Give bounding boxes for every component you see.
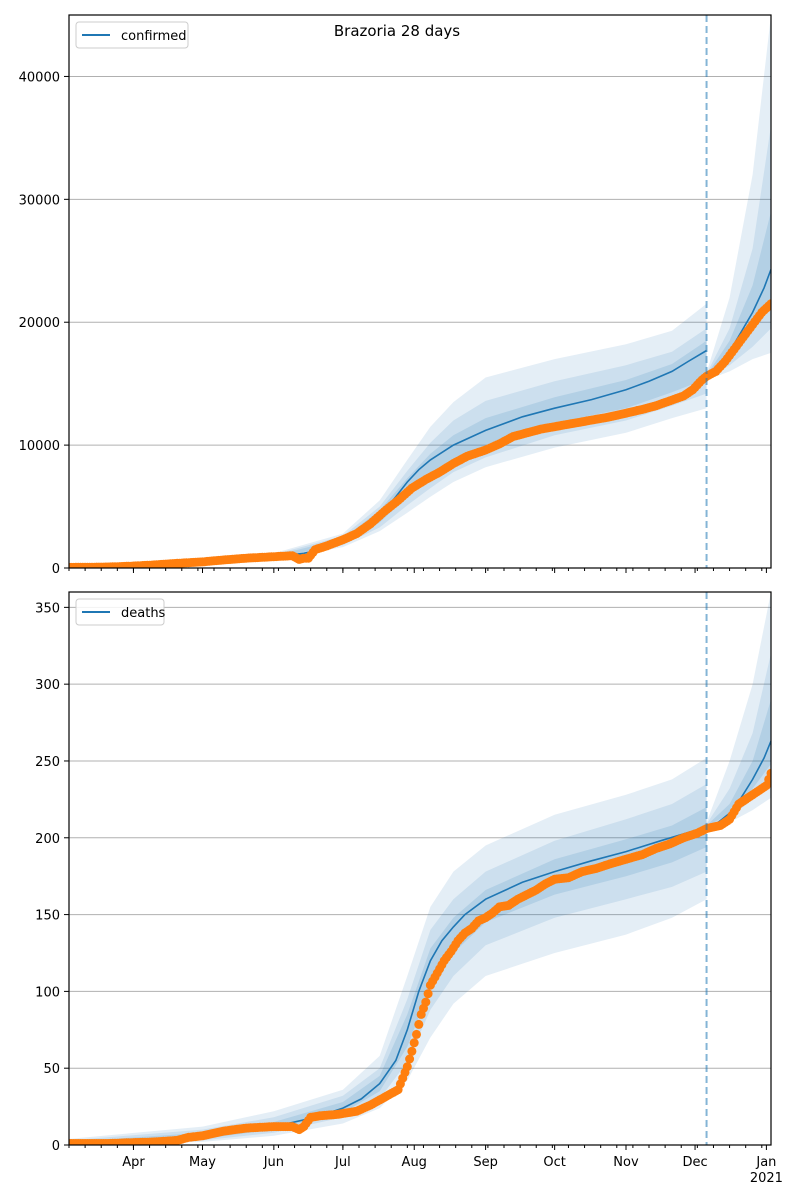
legend-label: confirmed: [121, 29, 187, 44]
deaths-observed-point: [412, 1029, 421, 1039]
middle-band-forecast: [706, 653, 771, 829]
x-tick-label: May: [189, 1155, 216, 1170]
y-tick-label: 10000: [19, 439, 60, 454]
outer-band: [69, 303, 707, 568]
confirmed-panel: 0 10000 20000 30000 40000 confirmed: [19, 14, 772, 577]
plot-area: [69, 592, 771, 1145]
outer-band-forecast: [706, 592, 771, 831]
deaths-observed-fill-point: [409, 1038, 419, 1048]
deaths-line: [69, 826, 707, 1145]
y-tick-label: 0: [52, 562, 60, 577]
y-tick-label: 250: [35, 755, 60, 770]
x-tick-label: Jun: [263, 1155, 284, 1170]
y-tick-label: 200: [35, 832, 60, 847]
y-tick-label: 30000: [19, 193, 60, 208]
legend-box: [75, 21, 189, 49]
y-tick-label: 150: [35, 909, 60, 924]
y-tick-label: 0: [52, 1139, 60, 1154]
x-tick-label: Oct: [543, 1155, 565, 1170]
x-tick-label: Jul: [334, 1155, 351, 1170]
plot-area: [69, 15, 771, 568]
legend: deaths: [75, 598, 166, 626]
x-tick-label: Nov: [613, 1155, 639, 1170]
x-tick-label: Apr: [122, 1155, 145, 1170]
x-tick-label: Sep: [473, 1155, 498, 1170]
outer-band-forecast: [706, 15, 771, 380]
y-tick-label: 100: [35, 985, 60, 1000]
deaths-observed-fill-point: [405, 1054, 415, 1064]
y-tick-label: 350: [35, 601, 60, 616]
legend: confirmed: [75, 21, 189, 49]
deaths-observed-point: [421, 997, 431, 1007]
y-tick-label: 50: [43, 1062, 60, 1077]
x-tick-label: Aug: [402, 1155, 427, 1170]
axes-frame: [68, 591, 772, 1146]
legend-label: deaths: [121, 606, 166, 621]
legend-box: [75, 598, 165, 626]
deaths-panel: 0 50 100 150 200 250 300 350 Apr May Jun Jul Aug Sep O…: [35, 591, 783, 1186]
axes-frame: [68, 14, 772, 569]
y-tick-label: 40000: [19, 70, 60, 85]
deaths-observed-point: [766, 768, 771, 778]
deaths-observed-point: [407, 1046, 417, 1056]
x-tick-label: 2021: [750, 1171, 783, 1186]
x-tick-label: Jan: [755, 1155, 776, 1170]
deaths-observed-fill-point: [414, 1019, 424, 1029]
confirmed-observed-point: [766, 299, 771, 309]
inner-band: [69, 807, 707, 1145]
chart-title: Brazoria 28 days: [334, 22, 460, 40]
y-tick-label: 20000: [19, 316, 60, 331]
middle-band: [69, 328, 707, 568]
deaths-observed-point: [402, 1062, 412, 1072]
deaths-observed-fill-point: [423, 989, 433, 999]
y-tick-label: 300: [35, 678, 60, 693]
outer-band: [69, 757, 707, 1145]
x-tick-label: Dec: [682, 1155, 707, 1170]
